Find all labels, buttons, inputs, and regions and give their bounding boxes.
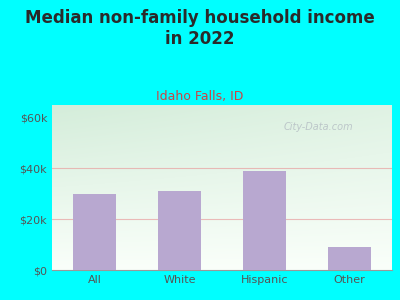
- Bar: [328, 247, 371, 270]
- Text: Idaho Falls, ID: Idaho Falls, ID: [156, 90, 244, 103]
- Text: Median non-family household income
in 2022: Median non-family household income in 20…: [25, 9, 375, 48]
- Text: City-Data.com: City-Data.com: [283, 122, 353, 131]
- Bar: [243, 171, 286, 270]
- Bar: [73, 194, 116, 270]
- Bar: [158, 191, 201, 270]
